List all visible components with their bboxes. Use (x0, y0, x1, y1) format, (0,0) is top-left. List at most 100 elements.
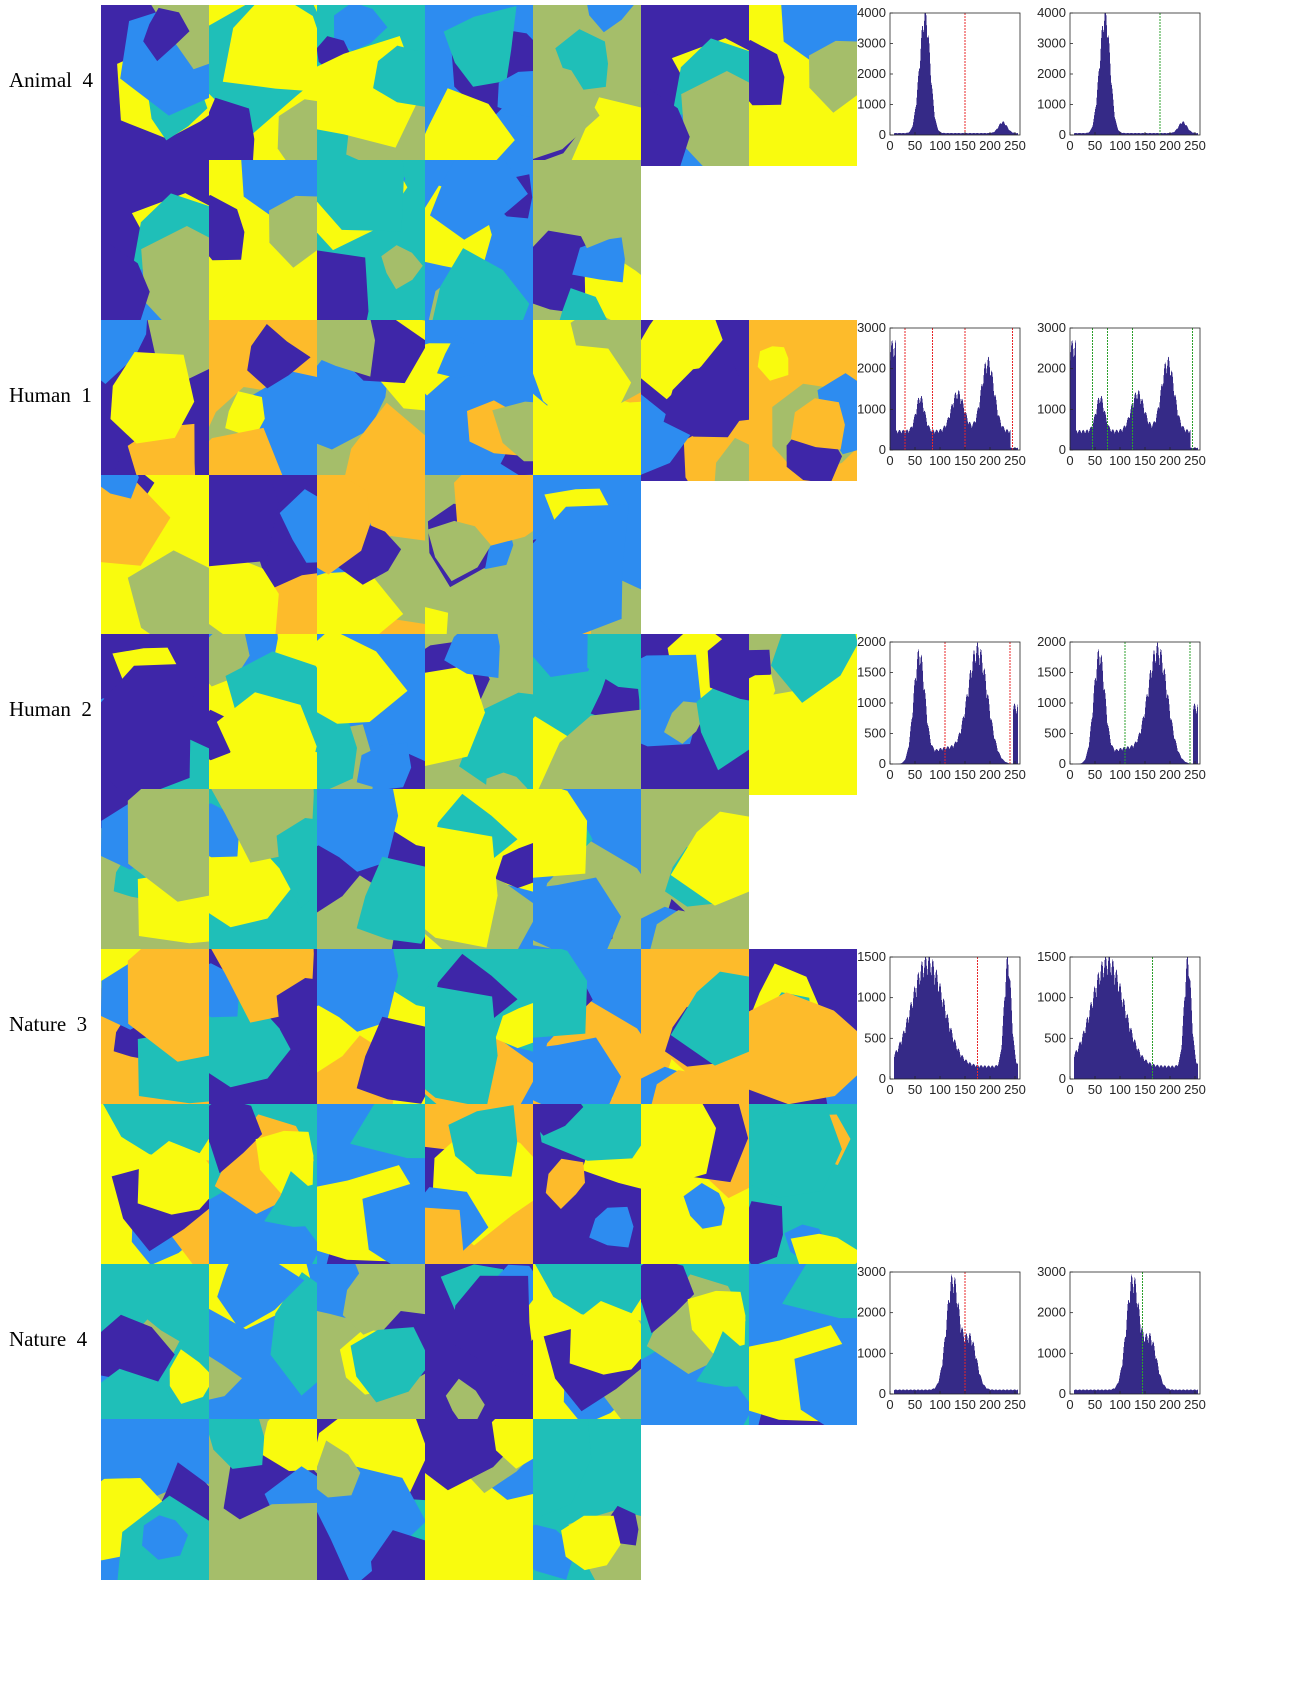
segmentation-map (533, 160, 641, 321)
red-threshold-histogram: 0 500 1000 1500 2000 0 50 100 150 200 250 (850, 634, 1030, 788)
x-tick-label: 0 (1066, 1397, 1073, 1412)
y-tick-label: 1000 (1037, 97, 1066, 112)
original-photo (101, 5, 209, 166)
segmentation-map (209, 949, 317, 1110)
y-tick-label: 500 (864, 726, 886, 741)
x-tick-label: 100 (1109, 1082, 1131, 1097)
red-threshold-histogram: 0 1000 2000 3000 0 50 100 150 200 250 (850, 1264, 1030, 1418)
row-label: Animal 4 (9, 68, 93, 92)
x-tick-label: 50 (1088, 453, 1102, 468)
segmentation-map (533, 949, 641, 1110)
x-tick-label: 200 (1159, 1397, 1181, 1412)
x-tick-label: 50 (908, 453, 922, 468)
segmentation-map (425, 160, 533, 321)
x-tick-label: 150 (954, 1082, 976, 1097)
row-label: Nature 4 (9, 1327, 88, 1351)
segmentation-map (641, 789, 749, 950)
y-tick-label: 4000 (1037, 5, 1066, 20)
original-photo (101, 634, 209, 795)
y-tick-label: 2000 (857, 1305, 886, 1320)
x-tick-label: 250 (1184, 1082, 1206, 1097)
x-tick-label: 150 (954, 1397, 976, 1412)
green-threshold-histogram: 0 1000 2000 3000 0 50 100 150 200 250 (1030, 320, 1210, 474)
segmentation-map (425, 949, 533, 1110)
green-threshold-histogram: 0 500 1000 1500 2000 0 50 100 150 200 250 (1030, 634, 1210, 788)
x-tick-label: 0 (886, 767, 893, 782)
x-tick-label: 150 (954, 453, 976, 468)
segmentation-map (317, 1104, 425, 1265)
y-tick-label: 3000 (857, 36, 886, 51)
segmentation-map (425, 320, 533, 481)
histogram-bars (1070, 642, 1198, 764)
x-tick-label: 200 (1159, 1082, 1181, 1097)
segmentation-map (101, 160, 209, 321)
y-tick-label: 0 (1059, 756, 1066, 771)
x-tick-label: 0 (886, 1397, 893, 1412)
x-tick-label: 100 (929, 138, 951, 153)
x-tick-label: 100 (929, 767, 951, 782)
y-tick-label: 1000 (857, 1345, 886, 1360)
y-tick-label: 0 (1059, 1386, 1066, 1401)
segmentation-map (641, 5, 749, 166)
segmentation-map (209, 1419, 317, 1580)
x-tick-label: 200 (979, 767, 1001, 782)
y-tick-label: 1000 (857, 990, 886, 1005)
segmentation-map (749, 634, 857, 795)
x-tick-label: 0 (886, 453, 893, 468)
original-photo (101, 949, 209, 1110)
x-tick-label: 200 (1159, 138, 1181, 153)
segmentation-map (425, 1104, 533, 1265)
x-tick-label: 0 (886, 138, 893, 153)
y-tick-label: 1500 (1037, 665, 1066, 680)
green-threshold-histogram: 0 1000 2000 3000 0 50 100 150 200 250 (1030, 1264, 1210, 1418)
x-tick-label: 150 (954, 767, 976, 782)
segmentation-map (317, 634, 425, 795)
histogram-bars (890, 1274, 1018, 1394)
segmentation-map (533, 634, 641, 795)
green-threshold-histogram: 0 500 1000 1500 0 50 100 150 200 250 (1030, 949, 1210, 1103)
x-tick-label: 0 (886, 1082, 893, 1097)
x-tick-label: 150 (954, 138, 976, 153)
segmentation-map (317, 1419, 425, 1580)
segmentation-map (749, 320, 857, 481)
segmentation-map (425, 634, 533, 795)
y-tick-label: 0 (1059, 1071, 1066, 1086)
y-tick-label: 3000 (1037, 36, 1066, 51)
x-tick-label: 200 (979, 1082, 1001, 1097)
x-tick-label: 50 (1088, 138, 1102, 153)
y-tick-label: 1000 (1037, 1345, 1066, 1360)
x-tick-label: 50 (908, 138, 922, 153)
y-tick-label: 2000 (857, 66, 886, 81)
y-tick-label: 1000 (1037, 695, 1066, 710)
x-tick-label: 50 (908, 1397, 922, 1412)
segmentation-map (641, 949, 749, 1110)
x-tick-label: 150 (1134, 138, 1156, 153)
histogram-bars (1070, 340, 1198, 450)
y-tick-label: 2000 (1037, 66, 1066, 81)
y-tick-label: 3000 (857, 1264, 886, 1279)
y-tick-label: 3000 (1037, 320, 1066, 335)
x-tick-label: 150 (1134, 1397, 1156, 1412)
green-threshold-histogram: 0 1000 2000 3000 4000 0 50 100 150 200 250 (1030, 5, 1210, 159)
segmentation-map (317, 320, 425, 481)
y-tick-label: 2000 (857, 361, 886, 376)
segmentation-map (533, 1419, 641, 1580)
segmentation-map (641, 1264, 749, 1425)
red-threshold-histogram: 0 1000 2000 3000 0 50 100 150 200 250 (850, 320, 1030, 474)
segmentation-map (209, 634, 317, 795)
histogram-bars (890, 642, 1018, 764)
y-tick-label: 1000 (1037, 401, 1066, 416)
original-photo (101, 320, 209, 481)
row-label: Human 2 (9, 697, 92, 721)
x-tick-label: 200 (979, 453, 1001, 468)
red-threshold-histogram: 0 1000 2000 3000 4000 0 50 100 150 200 250 (850, 5, 1030, 159)
segmentation-map (749, 5, 857, 166)
segmentation-map (425, 1264, 533, 1425)
x-tick-label: 200 (1159, 767, 1181, 782)
x-tick-label: 50 (908, 1082, 922, 1097)
x-tick-label: 100 (929, 1082, 951, 1097)
row-label: Nature 3 (9, 1012, 88, 1036)
segmentation-map (209, 1264, 317, 1425)
original-photo (101, 1264, 209, 1425)
segmentation-map (209, 160, 317, 321)
